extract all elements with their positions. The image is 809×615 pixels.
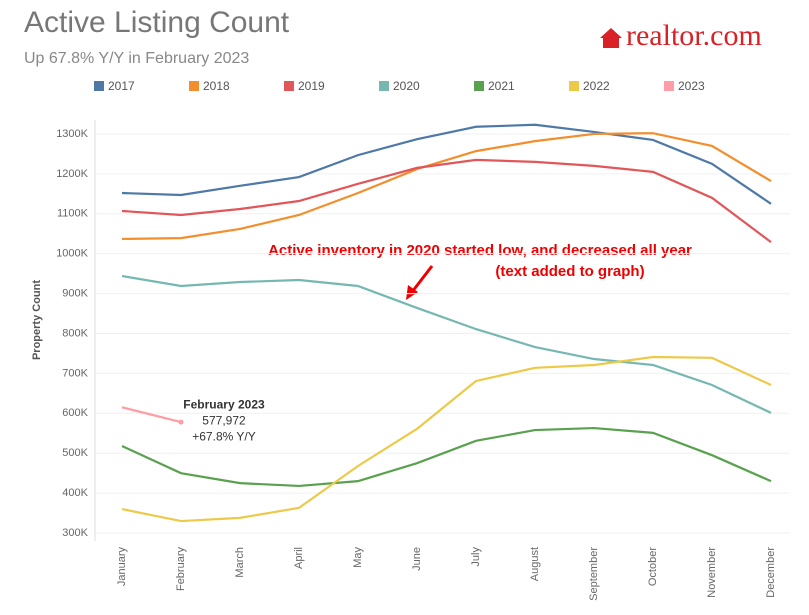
series-line: [121, 426, 772, 488]
x-tick-label: December: [765, 547, 777, 598]
annotation-change: +67.8% Y/Y: [192, 429, 256, 443]
series-line: [121, 132, 772, 241]
x-tick-label: July: [470, 547, 482, 567]
legend-label: 2017: [108, 79, 135, 93]
legend-swatch: [664, 81, 674, 91]
legend-label: 2019: [298, 79, 325, 93]
x-tick-label: November: [706, 547, 718, 598]
logo-icon: [600, 28, 622, 48]
x-tick-label: April: [293, 547, 305, 569]
note: Active inventory in 2020 started low, an…: [268, 242, 692, 259]
legend-swatch: [474, 81, 484, 91]
legend-label: 2018: [203, 79, 230, 93]
data-label: 577,972: [202, 413, 246, 427]
y-tick-label: 900K: [62, 287, 88, 299]
y-tick-label: 700K: [62, 367, 88, 379]
point: [178, 419, 184, 425]
legend-label: 2021: [488, 79, 515, 93]
y-tick-label: 1200K: [56, 168, 88, 180]
note-arrow: [406, 265, 434, 300]
y-tick-label: 500K: [62, 447, 88, 459]
note: (text added to graph): [495, 263, 644, 280]
x-tick-label: May: [352, 547, 364, 568]
legend-swatch: [284, 81, 294, 91]
legend-swatch: [379, 81, 389, 91]
legend-swatch: [569, 81, 579, 91]
chart-subtitle: Up 67.8% Y/Y in February 2023: [24, 50, 249, 67]
y-tick-label: 400K: [62, 487, 88, 499]
series-line: [121, 355, 772, 523]
x-tick-label: October: [647, 547, 659, 586]
series-line: [121, 158, 772, 243]
x-tick-label: March: [234, 547, 246, 578]
logo: realtor.com: [600, 19, 762, 52]
y-tick-label: 1000K: [56, 248, 88, 260]
x-tick-label: September: [588, 547, 600, 601]
annotation-title: February 2023: [183, 397, 265, 411]
logo-text: realtor.com: [626, 19, 762, 52]
series-line: [121, 274, 772, 414]
y-tick-label: 300K: [62, 527, 88, 539]
y-tick-label: 1300K: [56, 128, 88, 140]
chart-title: Active Listing Count: [24, 6, 290, 39]
legend-label: 2022: [583, 79, 610, 93]
y-axis-label: Property Count: [31, 280, 43, 360]
legend-label: 2023: [678, 79, 705, 93]
x-tick-label: February: [175, 547, 187, 592]
legend-swatch: [189, 81, 199, 91]
x-tick-label: January: [116, 547, 128, 587]
series-line: [121, 406, 182, 424]
series-line: [121, 123, 772, 205]
legend-label: 2020: [393, 79, 420, 93]
legend-swatch: [94, 81, 104, 91]
y-tick-label: 600K: [62, 407, 88, 419]
y-tick-label: 800K: [62, 327, 88, 339]
x-tick-label: August: [529, 547, 541, 581]
x-tick-label: June: [411, 547, 423, 571]
y-tick-label: 1100K: [57, 208, 89, 220]
